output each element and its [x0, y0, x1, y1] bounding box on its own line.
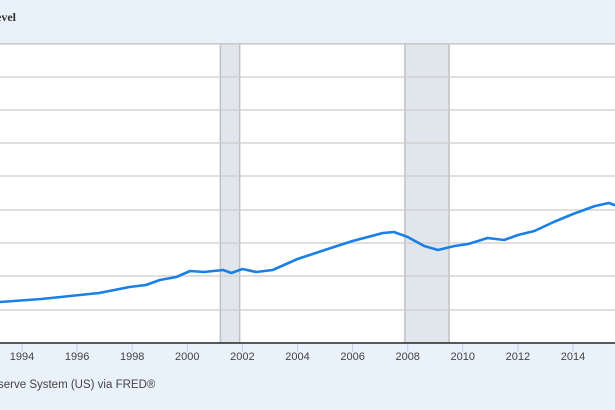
- x-tick-label: 2004: [285, 351, 309, 363]
- x-tick-label: 2002: [230, 351, 254, 363]
- x-tick-label: 1994: [10, 351, 34, 363]
- x-tick-label: 2000: [175, 351, 199, 363]
- recession-bands: [219, 44, 450, 343]
- x-tick-label: 2006: [340, 351, 364, 363]
- x-tick-label: 2012: [506, 351, 530, 363]
- gridlines: [0, 43, 615, 311]
- plot-area: [0, 43, 615, 344]
- x-tick-label: 2008: [395, 351, 419, 363]
- x-tick-label: 2010: [451, 351, 475, 363]
- chart-title: evel: [0, 10, 16, 24]
- x-tick-label: 1996: [65, 351, 89, 363]
- series-line: [0, 201, 615, 304]
- x-tick-label: 1998: [120, 351, 144, 363]
- source-attribution: serve System (US) via FRED®: [0, 379, 156, 391]
- recession-band: [220, 44, 240, 343]
- x-axis: 1994 1996 1998 2000 2002 2004 2006 2008 2010 2012…: [0, 342, 615, 363]
- x-tick-label: 2014: [561, 351, 585, 363]
- recession-band: [404, 44, 450, 343]
